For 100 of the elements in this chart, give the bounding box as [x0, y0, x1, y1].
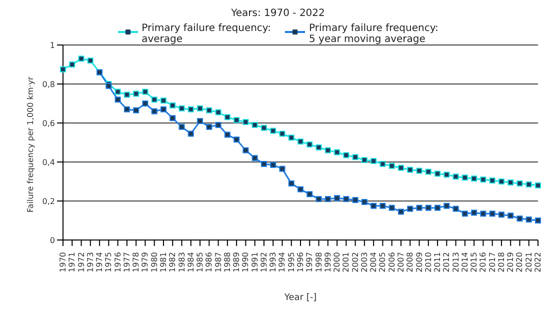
x-tick-label: 1989 — [232, 252, 242, 272]
point — [260, 160, 267, 167]
x-tick-label: 2018 — [496, 252, 506, 272]
point — [498, 212, 504, 218]
point — [398, 164, 404, 171]
point — [388, 204, 395, 211]
point — [380, 202, 386, 209]
point — [434, 204, 441, 211]
legend-label: Primary failure frequency: 5 year moving average — [309, 23, 438, 45]
x-tick-label: 1971 — [68, 252, 77, 272]
x-tick-label: 2006 — [387, 252, 396, 272]
point — [114, 96, 121, 103]
point — [508, 212, 514, 219]
point — [133, 107, 140, 114]
x-tick-label: 2012 — [442, 252, 452, 272]
point — [260, 124, 267, 131]
point — [298, 138, 304, 145]
point — [480, 210, 486, 217]
point — [416, 204, 422, 211]
x-tick-label: 2009 — [414, 252, 424, 272]
x-tick-label: 1977 — [122, 252, 132, 272]
point — [151, 108, 158, 114]
x-tick-label: 2000 — [332, 252, 342, 272]
x-tick-label: 1979 — [140, 252, 150, 272]
y-tick-label: 0,8 — [42, 80, 55, 89]
x-axis-title: Year [-] — [283, 293, 317, 303]
point — [407, 206, 414, 212]
point — [114, 88, 121, 95]
point — [425, 204, 432, 211]
point — [188, 130, 194, 137]
point — [361, 198, 368, 205]
point — [489, 178, 496, 184]
point — [224, 114, 230, 120]
point — [480, 176, 486, 183]
x-tick-label: 2015 — [470, 252, 479, 272]
x-tick-label: 1970 — [58, 252, 68, 272]
point — [343, 152, 350, 158]
point — [388, 162, 395, 169]
x-tick-label: 1996 — [296, 252, 305, 272]
point — [279, 166, 286, 172]
point — [526, 216, 532, 223]
point — [178, 124, 185, 130]
x-tick-label: 2003 — [360, 252, 369, 272]
y-tick-label: 0,2 — [42, 196, 55, 206]
x-tick-label: 1988 — [222, 252, 232, 272]
x-tick-label: 1975 — [104, 252, 114, 272]
point — [444, 202, 450, 209]
point — [334, 195, 340, 202]
point — [252, 155, 258, 162]
point — [288, 134, 294, 141]
point — [279, 130, 286, 137]
x-tick-label: 1983 — [177, 252, 186, 272]
point — [124, 92, 130, 98]
point — [306, 141, 313, 148]
point — [462, 174, 468, 181]
chart-title: Years: 1970 - 2022 — [230, 8, 326, 19]
point — [206, 107, 212, 114]
point — [160, 98, 166, 104]
point — [452, 206, 459, 212]
point — [133, 90, 140, 97]
point — [197, 105, 204, 112]
point — [343, 196, 350, 202]
point — [471, 210, 478, 216]
point — [535, 218, 541, 224]
point — [398, 208, 404, 215]
x-tick-label: 2001 — [342, 252, 351, 272]
point — [242, 147, 249, 154]
point — [452, 174, 459, 180]
point — [69, 62, 76, 68]
point — [124, 106, 130, 112]
point — [160, 106, 166, 112]
x-tick-label: 1972 — [76, 252, 86, 272]
x-tick-label: 1981 — [158, 252, 168, 272]
x-tick-label: 1982 — [168, 252, 178, 272]
x-tick-label: 1987 — [214, 252, 223, 272]
point — [425, 168, 432, 175]
x-tick-label: 1978 — [132, 252, 141, 272]
y-tick-label: 0,6 — [42, 118, 55, 128]
point — [352, 197, 358, 204]
x-tick-label: 1974 — [95, 252, 104, 272]
point — [142, 88, 148, 95]
x-tick-label: 2013 — [451, 252, 460, 272]
point — [206, 124, 212, 130]
point — [498, 178, 504, 184]
point — [516, 216, 523, 222]
y-tick-label: 1 — [50, 40, 55, 50]
point — [316, 144, 322, 150]
point — [270, 128, 276, 134]
point — [188, 106, 194, 112]
point — [252, 122, 258, 128]
point — [324, 196, 331, 202]
point — [87, 58, 94, 64]
x-tick-label: 1998 — [314, 252, 324, 272]
x-tick-label: 1999 — [323, 252, 332, 272]
x-tick-label: 1993 — [268, 252, 278, 272]
x-tick-label: 1994 — [278, 252, 287, 272]
point — [444, 172, 450, 178]
point — [170, 102, 176, 108]
y-axis-title: Failure frequency per 1,000 km·yr — [26, 76, 35, 212]
point — [370, 158, 377, 164]
